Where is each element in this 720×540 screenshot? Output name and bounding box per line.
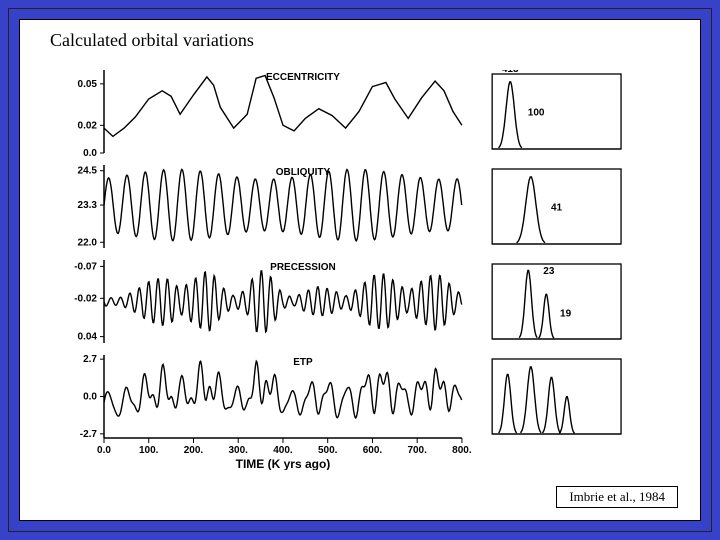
orbital-chart: 0.0 0.02 0.05 ECCENTRICITY 413 100 22.0 23.3 24.… <box>58 70 670 470</box>
svg-text:23.3: 23.3 <box>78 200 98 211</box>
svg-text:-2.7: -2.7 <box>80 429 98 440</box>
svg-text:-0.07: -0.07 <box>74 261 97 272</box>
svg-text:0.0: 0.0 <box>97 445 111 456</box>
svg-text:700.: 700. <box>407 445 427 456</box>
svg-text:22.0: 22.0 <box>78 237 98 248</box>
citation-text: Imbrie et al., 1984 <box>569 489 665 504</box>
svg-text:19: 19 <box>560 309 572 320</box>
svg-text:PRECESSION: PRECESSION <box>270 262 336 273</box>
svg-text:200.: 200. <box>184 445 204 456</box>
svg-text:0.04: 0.04 <box>78 332 98 343</box>
svg-text:TIME (K yrs ago): TIME (K yrs ago) <box>236 457 331 470</box>
svg-text:300.: 300. <box>228 445 248 456</box>
svg-text:-0.02: -0.02 <box>74 293 97 304</box>
svg-text:400.: 400. <box>273 445 293 456</box>
svg-text:500.: 500. <box>318 445 338 456</box>
svg-text:100.: 100. <box>139 445 159 456</box>
svg-text:23: 23 <box>543 266 555 277</box>
svg-text:OBLIQUITY: OBLIQUITY <box>276 167 331 178</box>
svg-text:600.: 600. <box>363 445 383 456</box>
svg-text:2.7: 2.7 <box>83 354 97 365</box>
svg-text:0.0: 0.0 <box>83 392 97 403</box>
plot-area: 0.0 0.02 0.05 ECCENTRICITY 413 100 22.0 23.3 24.… <box>58 70 670 470</box>
svg-text:100: 100 <box>528 107 545 118</box>
svg-text:413: 413 <box>502 70 519 75</box>
svg-text:41: 41 <box>551 202 563 213</box>
svg-text:ETP: ETP <box>293 357 313 368</box>
citation-box: Imbrie et al., 1984 <box>556 486 678 508</box>
svg-text:0.0: 0.0 <box>83 148 97 159</box>
svg-text:0.02: 0.02 <box>78 120 98 131</box>
svg-text:24.5: 24.5 <box>78 166 98 177</box>
svg-text:0.05: 0.05 <box>78 79 98 90</box>
svg-text:800.: 800. <box>452 445 472 456</box>
svg-text:ECCENTRICITY: ECCENTRICITY <box>266 72 340 83</box>
chart-title: Calculated orbital variations <box>50 30 254 51</box>
